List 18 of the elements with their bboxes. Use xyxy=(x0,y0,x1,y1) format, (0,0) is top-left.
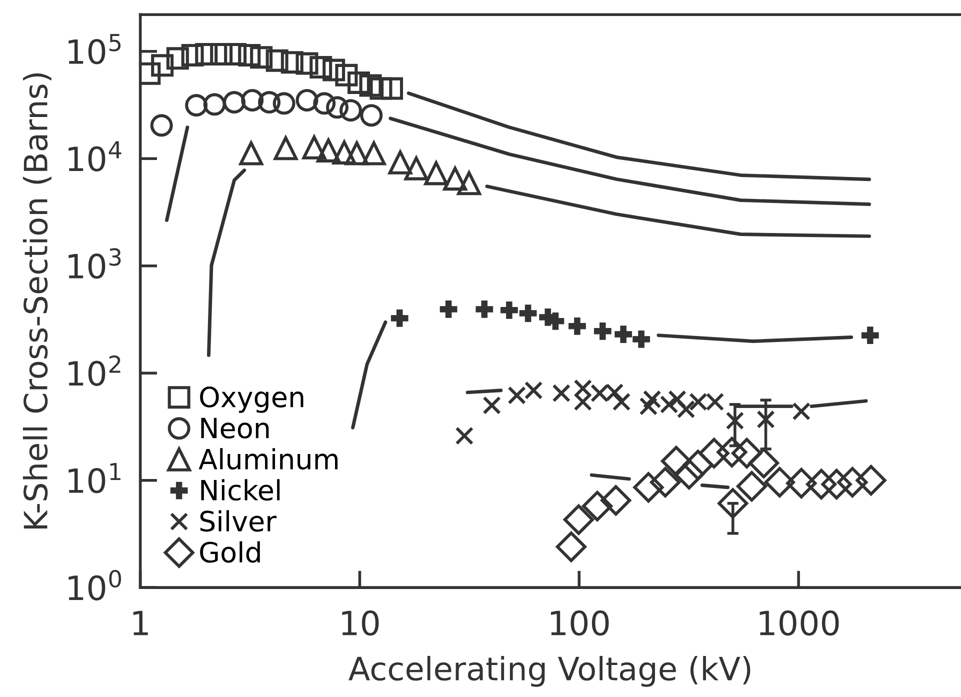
legend-label: Silver xyxy=(200,510,277,532)
y-tick-label: 10$^{3}$ xyxy=(68,248,121,279)
y-tick-label: 10$^{1}$ xyxy=(68,462,120,494)
legend-label: Aluminum xyxy=(198,448,338,470)
y-tick-label: 10$^{5}$ xyxy=(68,34,121,64)
legend-label: Nickel xyxy=(201,479,280,501)
y-tick-label: 10$^{0}$ xyxy=(68,570,122,600)
x-tick-label: 1 xyxy=(133,610,148,636)
y-axis-title: K-Shell Cross-Section (Barns) xyxy=(22,73,52,528)
y-tick-label: 10$^{2}$ xyxy=(68,355,120,386)
y-tick-label: 10$^{4}$ xyxy=(68,141,122,172)
x-tick-label: 10 xyxy=(342,610,379,636)
x-tick-label: 100 xyxy=(550,610,609,636)
legend-label: Neon xyxy=(201,418,269,439)
x-axis-title: Accelerating Voltage (kV) xyxy=(348,656,750,687)
legend-label: Gold xyxy=(200,541,260,563)
x-tick-label: 1000 xyxy=(760,610,839,636)
legend-label: Oxygen xyxy=(200,386,304,413)
